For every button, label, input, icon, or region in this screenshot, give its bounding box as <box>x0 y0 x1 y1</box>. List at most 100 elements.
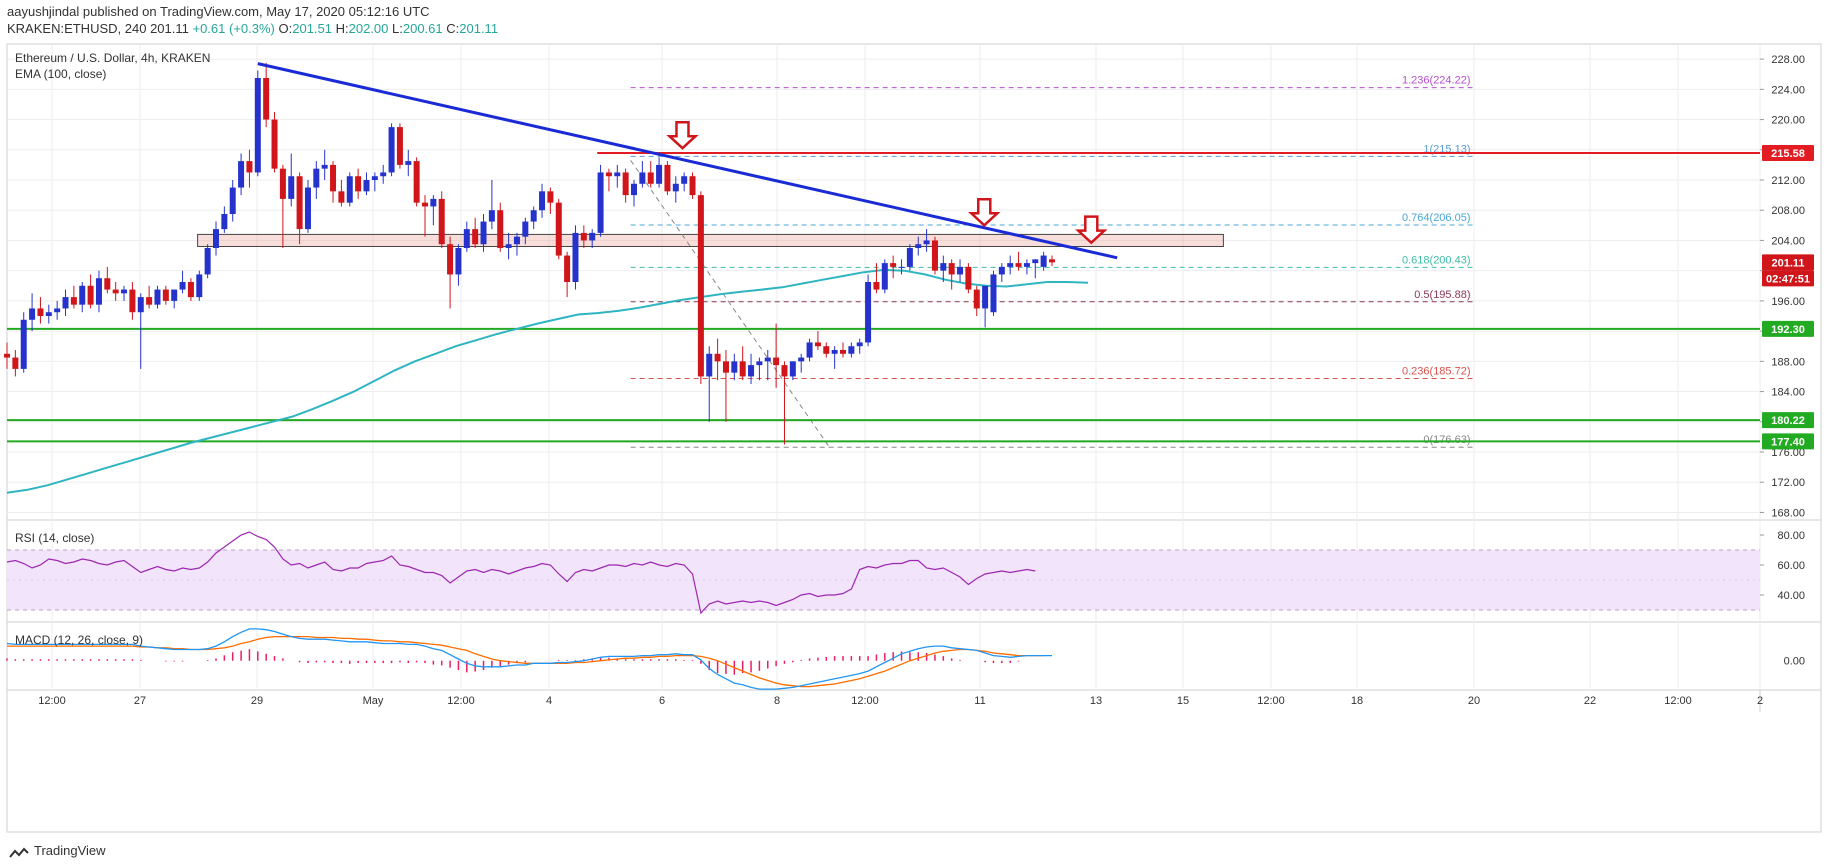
candle <box>522 217 529 245</box>
candle <box>580 225 587 248</box>
fib-swing-line <box>630 160 831 448</box>
chart-area[interactable]: 1(215.13)1.236(224.22)0.764(206.05)0.618… <box>0 42 1828 837</box>
candle <box>647 161 654 188</box>
countdown-bg <box>1762 270 1814 287</box>
candle <box>497 202 504 252</box>
time-tick-label: 18 <box>1351 695 1363 707</box>
rsi-tick-label: 60.00 <box>1777 560 1805 572</box>
time-tick-label: 29 <box>251 695 263 707</box>
candle <box>221 206 228 233</box>
candle-body <box>848 346 855 354</box>
candle <box>706 346 713 422</box>
candle-body <box>271 119 278 169</box>
price-tick-label: 212.00 <box>1771 175 1805 187</box>
candle <box>714 338 721 381</box>
candle-body <box>798 357 805 362</box>
rsi-pane[interactable] <box>6 531 1760 615</box>
candle-body <box>931 240 938 271</box>
candle-body <box>957 266 964 275</box>
descending-trendline[interactable] <box>257 62 1118 260</box>
candle <box>213 221 219 256</box>
candle <box>355 168 362 199</box>
candle <box>472 217 479 248</box>
candle <box>463 221 470 252</box>
candle-body <box>45 312 52 316</box>
candle <box>748 353 755 384</box>
candle <box>656 157 663 188</box>
candle <box>20 312 27 373</box>
time-tick-label: 27 <box>134 695 146 707</box>
candle <box>154 285 161 309</box>
time-axis[interactable]: 12:00 27 29 May 12:00 4 6 8 12:00 11 13 15 12:00 18 20… <box>38 695 1763 707</box>
time-tick-label: 2 <box>1757 695 1763 707</box>
time-tick-label: May <box>363 695 384 707</box>
candle-body <box>840 350 846 354</box>
candle <box>330 161 337 203</box>
down-arrow-icon <box>666 120 699 150</box>
fib-level-label: 0.764(206.05) <box>1402 212 1471 224</box>
author-name[interactable]: aayushjindal <box>7 4 80 19</box>
candle-body <box>631 183 637 196</box>
candle-body <box>129 289 136 313</box>
support-price-label-bg <box>1762 433 1814 450</box>
candle-body <box>773 357 780 366</box>
candle-body <box>488 210 495 222</box>
candle <box>405 149 412 177</box>
price-tick-label: 204.00 <box>1771 235 1805 247</box>
footer: TradingView <box>0 837 1828 868</box>
candle-body <box>29 308 36 320</box>
candle-body <box>547 191 554 203</box>
candle <box>1007 255 1014 275</box>
candle-body <box>413 161 420 203</box>
candle-body <box>940 263 947 271</box>
candle <box>672 176 679 203</box>
candle <box>756 357 763 381</box>
candle <box>304 180 311 233</box>
candle <box>121 285 128 301</box>
macd-tick-label: 0.00 <box>1784 656 1805 668</box>
candle <box>664 161 671 196</box>
candle <box>271 112 278 173</box>
tradingview-logo-icon[interactable] <box>9 846 29 860</box>
candle <box>840 342 846 358</box>
candle-body <box>990 274 997 313</box>
candle <box>731 353 738 381</box>
candle-body <box>296 176 303 230</box>
candle <box>856 338 863 354</box>
candle <box>605 168 612 192</box>
candle <box>29 293 36 332</box>
candle <box>505 232 512 260</box>
fib-level-label: 0.236(185.72) <box>1402 366 1471 378</box>
chart-header: aayushjindal published on TradingView.co… <box>0 0 1828 42</box>
candle-body <box>597 172 604 233</box>
resistance-price-label-bg <box>1762 144 1814 161</box>
candle <box>639 161 646 188</box>
candle <box>697 191 704 384</box>
tradingview-brand[interactable]: TradingView <box>34 843 106 858</box>
candle-body <box>112 289 119 294</box>
candle-body <box>330 164 337 192</box>
candle-body <box>706 353 713 377</box>
candle <box>1023 259 1030 275</box>
main-pane[interactable]: 1(215.13)1.236(224.22)0.764(206.05)0.618… <box>4 62 1760 494</box>
candle <box>764 350 771 381</box>
time-tick-label: 11 <box>974 695 985 707</box>
candle <box>363 172 370 196</box>
macd-pane[interactable] <box>6 628 1052 690</box>
candle-body <box>279 168 286 199</box>
price-axis[interactable]: 168.00172.00176.00180.00184.00188.00192.… <box>1760 54 1814 668</box>
candle-body <box>881 263 888 290</box>
candle-body <box>246 161 253 173</box>
candle <box>346 172 353 207</box>
candle <box>973 285 980 316</box>
candle <box>589 229 596 248</box>
candle-body <box>238 161 245 188</box>
candle <box>62 289 69 316</box>
fib-level-label: 0(176.63) <box>1423 434 1470 446</box>
candle-body <box>906 248 913 267</box>
candle-body <box>154 289 161 305</box>
candle-body <box>672 183 679 192</box>
candle-body <box>806 342 813 358</box>
candle-body <box>346 176 353 203</box>
candle-body <box>162 289 169 301</box>
